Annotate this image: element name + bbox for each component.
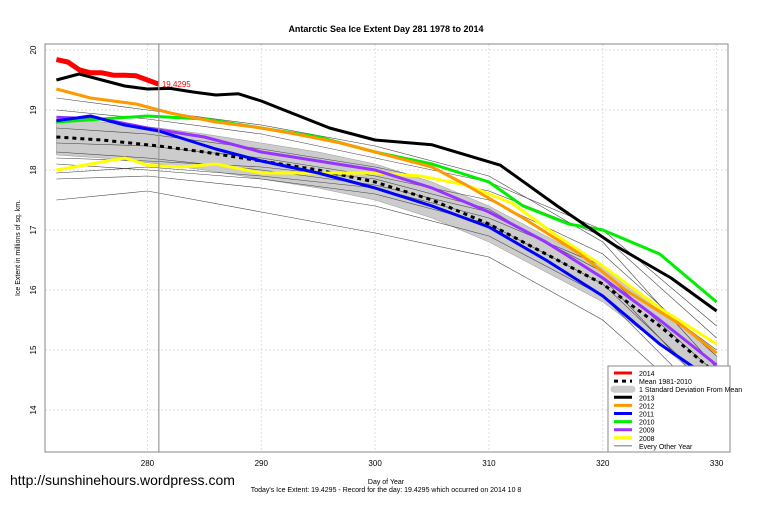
x-tick-label: 300	[368, 459, 382, 468]
y-tick-label: 19	[29, 105, 38, 114]
series-line-2011	[56, 114, 718, 385]
x-tick-label: 330	[710, 459, 724, 468]
current-value-label: 19.4295	[162, 80, 191, 89]
other-year-line	[56, 190, 717, 423]
y-tick-label: 16	[29, 285, 38, 294]
plot-frame	[44, 43, 729, 453]
legend-label: 2013	[639, 395, 655, 402]
mean-line	[56, 135, 718, 376]
series-line-2013	[56, 72, 718, 313]
x-tick-label: 280	[141, 459, 155, 468]
y-tick-label: 17	[29, 225, 38, 234]
legend-label: 2010	[639, 420, 655, 427]
chart-title: Antarctic Sea Ice Extent Day 281 1978 to…	[288, 24, 483, 34]
x-tick-label: 290	[255, 459, 269, 468]
x-tick-label: 320	[596, 459, 610, 468]
series-line-2012	[56, 87, 718, 355]
y-tick-label: 15	[29, 345, 38, 354]
legend-label: 2014	[639, 371, 655, 378]
y-tick-label: 18	[29, 165, 38, 174]
legend-label: Mean 1981-2010	[639, 379, 692, 386]
y-tick-label: 20	[29, 45, 38, 54]
x-tick-label: 310	[482, 459, 496, 468]
series-line-2008	[56, 156, 718, 346]
other-year-line	[56, 97, 717, 369]
chart-subtitle: Today's Ice Extent: 19.4295 - Record for…	[251, 487, 522, 494]
legend-label: 2012	[639, 403, 655, 410]
legend-label: 2008	[639, 436, 655, 443]
x-axis-label: Day of Year	[368, 479, 405, 486]
y-tick-label: 14	[29, 405, 38, 414]
y-axis-label: Ice Extent in millions of sq. km.	[15, 200, 22, 296]
legend-label: 2011	[639, 412, 654, 419]
legend-label: 1 Standard Deviation From Mean	[639, 387, 742, 394]
other-year-line	[56, 163, 717, 393]
source-url: http://sunshinehours.wordpress.com	[10, 472, 235, 488]
sd-band	[56, 118, 717, 393]
legend-label: Every Other Year	[639, 444, 693, 451]
series-line-2014	[55, 57, 160, 87]
legend-label: 2009	[639, 428, 655, 435]
